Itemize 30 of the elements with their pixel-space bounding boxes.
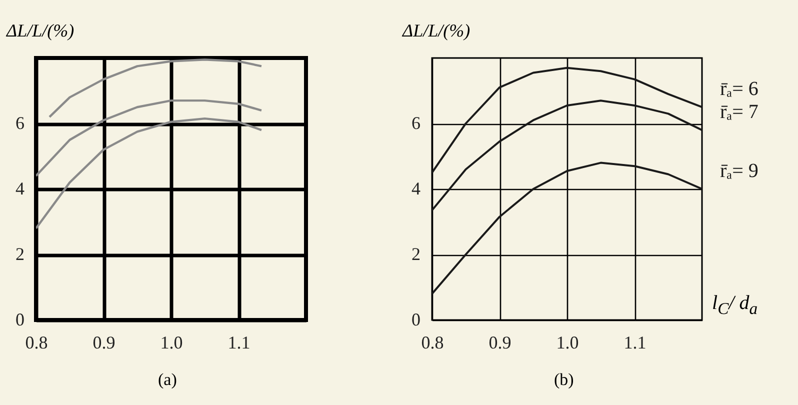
x-tick-label: 0.9 bbox=[488, 332, 512, 352]
x-tick-label: 0.9 bbox=[92, 332, 116, 352]
y-axis-title: ΔL/L/(%) bbox=[402, 20, 470, 40]
text: (a) bbox=[158, 370, 177, 390]
x-tick-label: 0.8 bbox=[25, 332, 48, 352]
x-tick-label: 1.1 bbox=[228, 332, 250, 352]
x-tick-label: 1.1 bbox=[624, 332, 646, 352]
x-tick-label: 0.8 bbox=[421, 332, 444, 352]
line-series bbox=[36, 117, 263, 230]
series-label: r̄ₐ= 6 bbox=[720, 78, 758, 100]
series-label: r̄ₐ= 9 bbox=[720, 160, 758, 182]
y-tick-label: 0 bbox=[412, 310, 420, 330]
x-tick-label: 1.0 bbox=[160, 332, 183, 352]
line-series bbox=[432, 66, 702, 174]
y-tick-label: 4 bbox=[16, 178, 24, 198]
line-series bbox=[432, 100, 702, 212]
line-series bbox=[36, 99, 263, 177]
text: (b) bbox=[554, 370, 574, 390]
y-axis-title: ΔL/L/(%) bbox=[6, 20, 74, 40]
x-tick-label: 1.0 bbox=[556, 332, 579, 352]
x-axis-title: l$_{C}$/ d$_{a}$ bbox=[712, 292, 758, 319]
y-tick-label: 2 bbox=[412, 244, 420, 264]
y-tick-label: 6 bbox=[16, 113, 24, 133]
y-tick-label: 0 bbox=[16, 310, 24, 330]
line-series bbox=[432, 162, 702, 295]
y-tick-label: 6 bbox=[412, 113, 420, 133]
series-label: r̄ₐ= 7 bbox=[720, 101, 758, 124]
y-tick-label: 4 bbox=[412, 178, 420, 198]
line-series bbox=[48, 58, 263, 118]
y-tick-label: 2 bbox=[16, 244, 24, 264]
